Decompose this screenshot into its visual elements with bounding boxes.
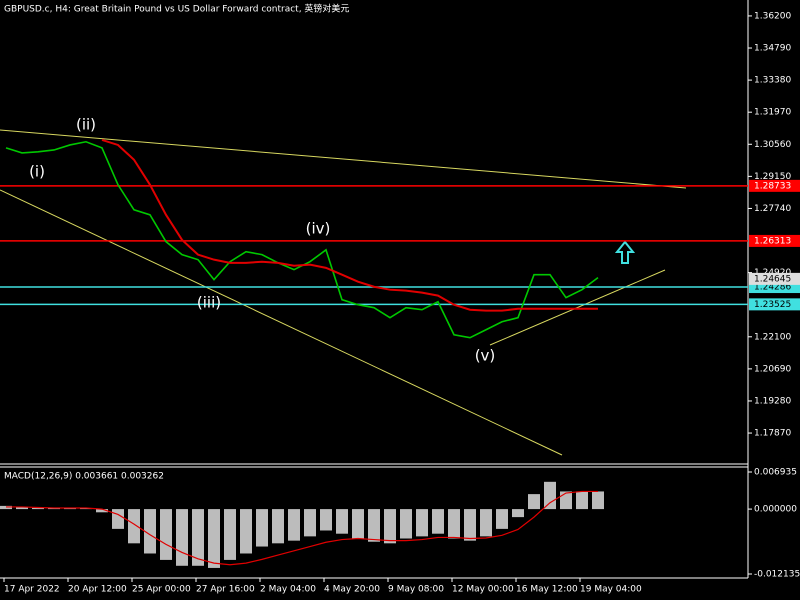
- x-tick-label: 19 May 04:00: [580, 585, 642, 595]
- level-label: 1.23525: [754, 300, 791, 310]
- level-label-box: [749, 234, 800, 247]
- histogram-bar: [352, 509, 364, 539]
- histogram-bar: [560, 491, 572, 510]
- histogram-bar: [176, 509, 188, 566]
- x-tick-label: 16 May 12:00: [516, 585, 578, 595]
- y-tick-label: 1.19280: [754, 396, 791, 406]
- histogram-bar: [528, 494, 540, 510]
- histogram-bar: [240, 509, 252, 554]
- level-label: 1.26313: [754, 236, 791, 246]
- histogram-bar: [544, 481, 556, 510]
- histogram-bar: [496, 509, 508, 529]
- histogram-bar: [144, 509, 156, 554]
- histogram-bar: [432, 509, 444, 534]
- x-tick-label: 20 Apr 12:00: [68, 585, 127, 595]
- histogram-bar: [368, 509, 380, 542]
- histogram-bar: [160, 509, 172, 560]
- current-price-label: 1.24645: [754, 274, 791, 284]
- x-tick-label: 4 May 20:00: [324, 585, 380, 595]
- histogram-bar: [304, 509, 316, 537]
- y-tick-label: 1.27740: [754, 204, 791, 214]
- histogram-bar: [448, 509, 460, 539]
- y-tick-label: 1.31970: [754, 108, 791, 118]
- wave-label: (iii): [197, 294, 221, 312]
- wave-label: (v): [475, 347, 496, 365]
- histogram-bar: [288, 509, 300, 541]
- signal-line: [6, 490, 598, 566]
- wave-label: (iv): [306, 220, 331, 238]
- histogram-bar: [224, 509, 236, 560]
- histogram-bar: [192, 509, 204, 566]
- histogram-bar: [512, 509, 524, 518]
- y-tick-label: 1.36200: [754, 11, 791, 21]
- x-tick-label: 27 Apr 16:00: [196, 585, 255, 595]
- indicator-title: MACD(12,26,9) 0.003661 0.003262: [4, 472, 164, 482]
- trend-line: [0, 129, 687, 189]
- histogram-bar: [208, 509, 220, 568]
- y-tick-label: 1.29150: [754, 172, 791, 182]
- wave-label: (i): [29, 163, 45, 181]
- histogram-bar: [592, 491, 604, 510]
- y-tick-label: 1.22100: [754, 332, 791, 342]
- trend-line: [489, 269, 666, 346]
- x-tick-label: 25 Apr 00:00: [132, 585, 191, 595]
- y-tick-label: 1.33380: [754, 76, 791, 86]
- histogram-bar: [16, 506, 28, 510]
- trend-line: [0, 189, 563, 456]
- y-tick-label: 0.000000: [754, 505, 797, 515]
- histogram-bar: [480, 509, 492, 537]
- chart-title: GBPUSD.c, H4: Great Britain Pound vs US …: [4, 3, 349, 15]
- histogram-bar: [416, 509, 428, 537]
- level-label: 1.28733: [754, 181, 791, 191]
- wave-label: (ii): [76, 116, 96, 134]
- histogram-bar: [336, 509, 348, 534]
- y-tick-label: 1.17870: [754, 429, 791, 439]
- x-tick-label: 17 Apr 2022: [4, 585, 60, 595]
- histogram-bar: [320, 509, 332, 531]
- level-label-box: [749, 179, 800, 192]
- histogram-bar: [256, 509, 268, 547]
- histogram-bar: [96, 509, 108, 513]
- histogram-bar: [384, 509, 396, 544]
- histogram-bar: [128, 509, 140, 544]
- up-arrow: [614, 240, 636, 264]
- x-tick-label: 2 May 04:00: [260, 585, 316, 595]
- x-tick-label: 12 May 00:00: [452, 585, 514, 595]
- histogram-bar: [576, 491, 588, 510]
- level-label: 1.24286: [754, 283, 791, 293]
- y-tick-label: 1.34790: [754, 44, 791, 54]
- y-tick-label: 0.006935: [754, 468, 797, 478]
- level-label-box: [749, 298, 800, 311]
- current-price-box: [749, 272, 800, 285]
- y-tick-label: 1.20690: [754, 364, 791, 374]
- histogram-bar: [32, 508, 44, 510]
- x-tick-label: 9 May 08:00: [388, 585, 444, 595]
- histogram-bar: [272, 509, 284, 544]
- moving-average: [101, 138, 598, 312]
- y-tick-label: 1.30560: [754, 140, 791, 150]
- histogram-bar: [464, 509, 476, 541]
- histogram-bar: [400, 509, 412, 539]
- y-tick-label: -0.012135: [754, 570, 800, 580]
- histogram-bar: [112, 509, 124, 529]
